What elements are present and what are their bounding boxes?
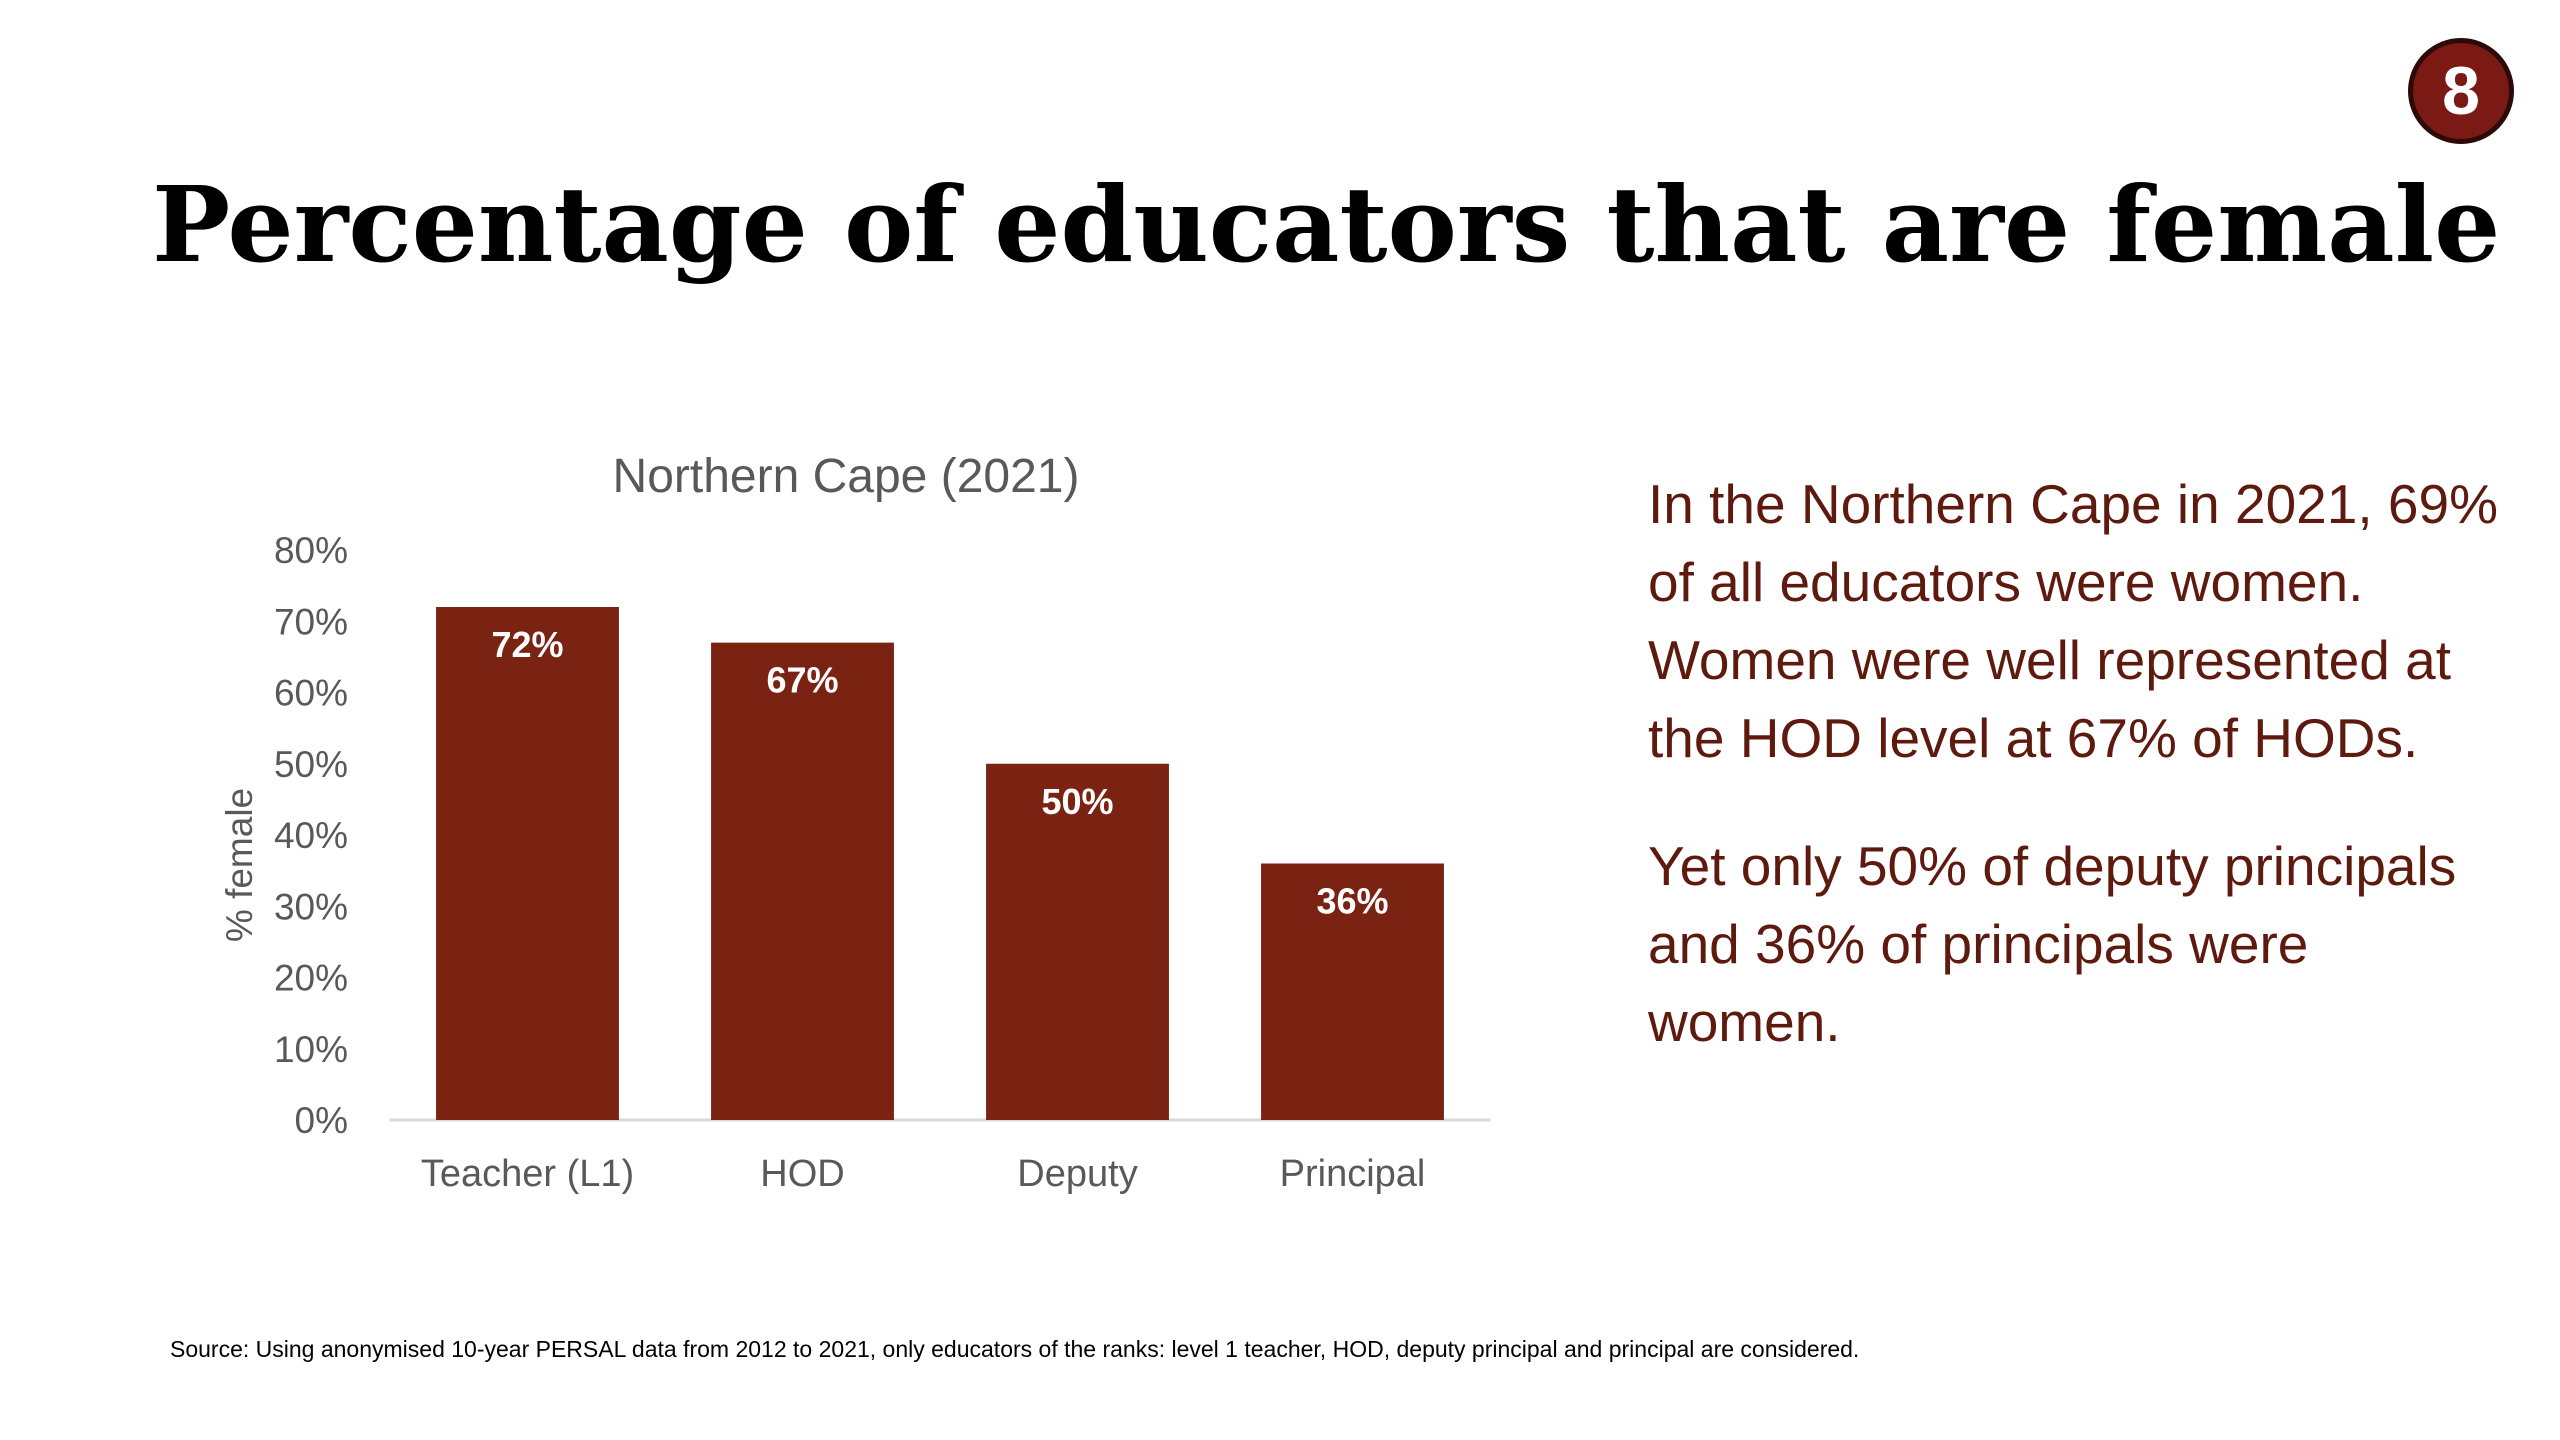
page-number: 8 — [2442, 53, 2480, 129]
y-tick-label: 10% — [274, 1029, 348, 1070]
bar-principal — [1261, 863, 1444, 1120]
data-label: 36% — [1316, 881, 1388, 922]
chart-canvas: Northern Cape (2021) % female 0% 10% 20% 30% 4… — [219, 450, 1490, 1195]
summary-text: In the Northern Cape in 2021, 69% of all… — [1648, 465, 2508, 1111]
data-label: 50% — [1041, 781, 1113, 822]
bar-teacher-l1 — [436, 607, 619, 1120]
data-label: 67% — [766, 660, 838, 701]
y-tick-label: 20% — [274, 958, 348, 999]
bar-deputy — [986, 763, 1169, 1120]
slide-title: Percentage of educators that are female — [152, 163, 2501, 286]
x-category-label: HOD — [760, 1153, 844, 1195]
chart-title: Northern Cape (2021) — [613, 450, 1080, 503]
bar-chart: Northern Cape (2021) % female 0% 10% 20% 30% 4… — [180, 430, 1560, 1210]
summary-paragraph-2: Yet only 50% of deputy principals and 36… — [1648, 835, 2457, 1053]
y-tick-label: 0% — [295, 1100, 348, 1141]
y-tick-label: 50% — [274, 744, 348, 785]
y-tick-label: 80% — [274, 530, 348, 571]
y-tick-label: 60% — [274, 673, 348, 714]
x-category-label: Deputy — [1017, 1153, 1137, 1195]
y-tick-label: 40% — [274, 815, 348, 856]
data-label: 72% — [491, 624, 563, 665]
source-note: Source: Using anonymised 10-year PERSAL … — [170, 1336, 1860, 1362]
y-tick-label: 70% — [274, 601, 348, 642]
y-tick-label: 30% — [274, 886, 348, 927]
x-category-label: Teacher (L1) — [421, 1153, 634, 1195]
bar-hod — [711, 642, 894, 1120]
x-category-label: Principal — [1280, 1153, 1426, 1195]
summary-paragraph-1: In the Northern Cape in 2021, 69% of all… — [1648, 473, 2499, 769]
page-number-badge: 8 — [2408, 38, 2514, 144]
y-axis-title: % female — [219, 788, 260, 942]
